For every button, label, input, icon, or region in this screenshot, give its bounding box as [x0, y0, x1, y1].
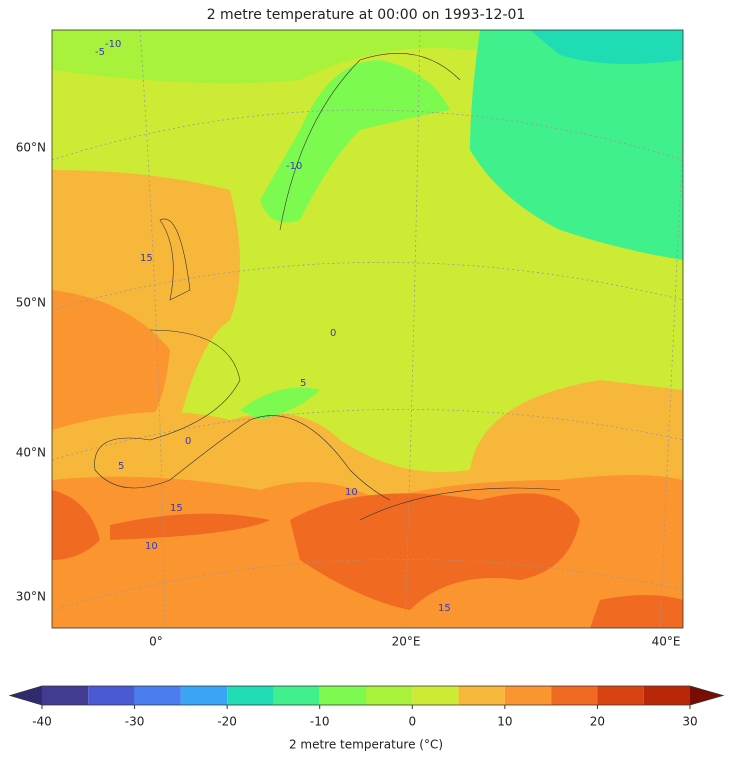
field-northeast [470, 30, 683, 260]
contour-label: 15 [140, 253, 153, 264]
colorbar-bin [88, 686, 135, 705]
field-atlantic-south [52, 290, 170, 430]
lat-label: 50°N [16, 296, 46, 310]
lon-label: 20°E [392, 635, 421, 649]
colorbar-extend-low [10, 686, 42, 705]
field-far-north [530, 30, 683, 64]
colorbar-tick-label: -20 [217, 715, 237, 729]
field-warm [52, 490, 683, 628]
colorbar-tick-label: 30 [682, 715, 697, 729]
colorbar-bin [412, 686, 459, 705]
colorbar-bin [504, 686, 552, 705]
colorbar-bin [180, 686, 228, 705]
colorbar-tick-label: 10 [497, 715, 512, 729]
contour-label: -10 [105, 39, 121, 50]
contour-label: 10 [345, 487, 358, 498]
colorbar-tick-label: -10 [310, 715, 330, 729]
colorbar-bin [597, 686, 644, 705]
colorbar-tick-label: -40 [32, 715, 52, 729]
lat-label: 60°N [16, 141, 46, 155]
contour-label: 0 [330, 328, 336, 339]
contour-label: 0 [185, 436, 191, 447]
contour-label: 15 [170, 503, 183, 514]
lat-label: 30°N [16, 590, 46, 604]
colorbar-label: 2 metre temperature (°C) [289, 738, 443, 752]
colorbar-bin [273, 686, 320, 705]
contour-label: 5 [300, 378, 306, 389]
colorbar-bin [458, 686, 505, 705]
colorbar-extend-high [690, 686, 723, 705]
colorbar-bin [42, 686, 89, 705]
lon-label: 40°E [652, 635, 681, 649]
lat-label: 40°N [16, 446, 46, 460]
colorbar-bin [366, 686, 413, 705]
contour-labels: -10 -5 -10 15 0 5 0 10 5 15 10 15 [95, 39, 451, 614]
contour-label: 5 [118, 461, 124, 472]
contour-label: 15 [438, 603, 451, 614]
colorbar-bin [643, 686, 690, 705]
map-frame [51, 29, 684, 629]
field-alps [240, 387, 320, 420]
colorbar-bin [227, 686, 274, 705]
map-title: 2 metre temperature at 00:00 on 1993-12-… [207, 7, 526, 23]
field-scandinavia [260, 60, 450, 223]
graticule [52, 30, 683, 628]
colorbar-tick-label: -30 [125, 715, 145, 729]
colorbar-tick-label: 20 [590, 715, 605, 729]
colorbar-bin [551, 686, 598, 705]
contour-label: -5 [95, 47, 105, 58]
colorbar-bin [319, 686, 366, 705]
lon-label: 0° [149, 635, 163, 649]
colorbar-bin [134, 686, 181, 705]
colorbar-tick-label: 0 [408, 715, 416, 729]
contour-label: 10 [145, 541, 158, 552]
contour-label: -10 [286, 161, 302, 172]
field-mediterranean [110, 493, 580, 610]
map: -10 -5 -10 15 0 5 0 10 5 15 10 15 [52, 30, 683, 628]
coastlines [94, 53, 561, 521]
